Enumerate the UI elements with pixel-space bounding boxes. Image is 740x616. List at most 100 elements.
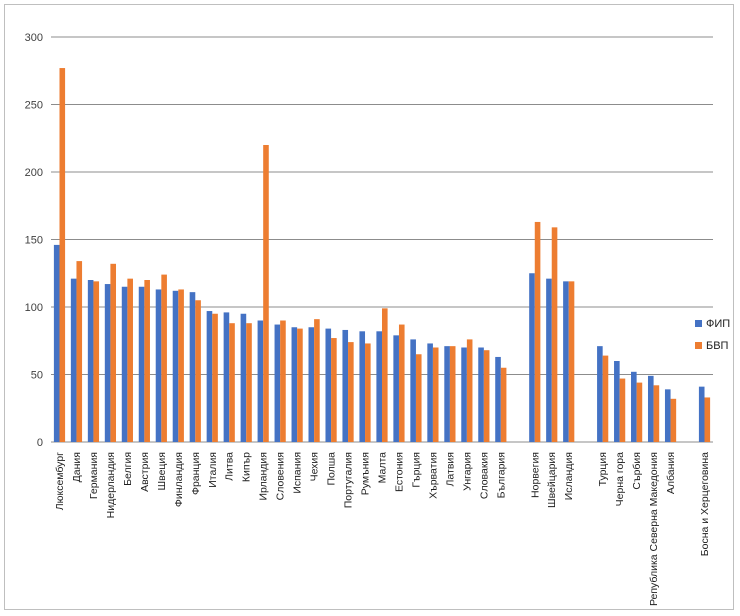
legend-swatch-bvp bbox=[695, 342, 702, 349]
bar-bvp bbox=[76, 261, 83, 442]
y-tick-label: 0 bbox=[37, 437, 43, 449]
bar-bvp bbox=[331, 338, 337, 442]
bar-bvp bbox=[161, 274, 167, 442]
category-label: Унгария bbox=[461, 452, 473, 491]
category-label: Швеция bbox=[156, 452, 168, 491]
bar-bvp bbox=[415, 354, 422, 442]
bar-fip bbox=[189, 292, 196, 442]
category-label: Словения bbox=[275, 452, 287, 500]
bar-fip bbox=[427, 343, 433, 442]
bar-fip bbox=[631, 371, 637, 442]
bar-fip bbox=[70, 278, 77, 442]
category-label: Литва bbox=[224, 452, 236, 481]
bar-fip bbox=[614, 361, 620, 442]
bar-bvp bbox=[653, 385, 660, 442]
bar-fip bbox=[664, 389, 671, 442]
category-label: Дания bbox=[71, 452, 83, 482]
category-label: Естония bbox=[393, 452, 405, 492]
bar-bvp bbox=[568, 281, 575, 442]
bar-bvp bbox=[348, 342, 354, 442]
bar-bvp bbox=[432, 347, 439, 442]
bar-bvp bbox=[59, 68, 66, 443]
bar-fip bbox=[698, 386, 705, 442]
category-label: Малта bbox=[377, 452, 389, 484]
bar-bvp bbox=[483, 350, 490, 442]
bar-bvp bbox=[280, 320, 286, 442]
category-label: Словакия bbox=[478, 452, 490, 499]
y-tick-label: 300 bbox=[25, 32, 43, 44]
y-tick-label: 100 bbox=[25, 302, 43, 314]
bar-fip bbox=[393, 335, 399, 442]
bar-fip bbox=[359, 331, 366, 442]
bar-bvp bbox=[670, 398, 677, 442]
bar-bvp bbox=[195, 300, 201, 442]
bar-bvp bbox=[500, 367, 507, 442]
bar-bvp bbox=[551, 227, 558, 442]
category-label: Сърбия bbox=[631, 452, 643, 490]
bar-fip bbox=[223, 312, 230, 442]
bar-fip bbox=[325, 328, 332, 442]
category-label: Турция bbox=[597, 452, 609, 486]
bar-bvp bbox=[534, 221, 541, 442]
category-label: Хърватия bbox=[427, 452, 439, 499]
bar-bvp bbox=[263, 145, 269, 442]
category-label: Австрия bbox=[139, 452, 151, 492]
bar-bvp bbox=[229, 323, 235, 442]
bar-fip bbox=[274, 324, 281, 442]
y-tick-label: 150 bbox=[25, 235, 43, 247]
chart-frame: 0 50 100 150 200 250 300 Люксембург Дания Германи… bbox=[4, 4, 734, 610]
legend-label: ФИП bbox=[706, 318, 730, 330]
category-label: Черна гора bbox=[614, 452, 626, 507]
bar-fip bbox=[240, 313, 247, 442]
bar-fip bbox=[206, 311, 213, 442]
bar-bvp bbox=[602, 355, 609, 442]
bar-fip bbox=[104, 284, 111, 442]
bar-fip bbox=[410, 339, 416, 442]
bar-chart: 0 50 100 150 200 250 300 Люксембург Дания Германи… bbox=[25, 32, 731, 606]
bar-fip bbox=[461, 347, 467, 442]
bar-fip bbox=[121, 286, 128, 442]
bar-fip bbox=[257, 320, 264, 442]
bar-fip bbox=[444, 346, 450, 442]
bar-fip bbox=[291, 327, 298, 442]
bar-bvp bbox=[466, 339, 473, 442]
category-label: Румъния bbox=[360, 452, 372, 495]
y-tick-label: 50 bbox=[31, 370, 43, 382]
category-label: Белгия bbox=[122, 452, 134, 486]
category-label: Албания bbox=[665, 452, 677, 494]
category-label: Кипър bbox=[241, 452, 253, 482]
legend-label: БВП bbox=[706, 340, 729, 352]
bar-bvp bbox=[110, 263, 117, 442]
bar-fip bbox=[495, 356, 501, 442]
bar-bvp bbox=[314, 319, 320, 442]
bar-fip bbox=[138, 286, 145, 442]
y-tick-label: 200 bbox=[25, 167, 43, 179]
category-label: Люксембург bbox=[54, 452, 66, 510]
bar-fip bbox=[172, 290, 179, 442]
category-label: Гърция bbox=[410, 452, 422, 488]
bar-bvp bbox=[365, 343, 371, 442]
category-label: България bbox=[495, 452, 507, 498]
category-label: Нидерландия bbox=[105, 452, 117, 518]
bar-fip bbox=[529, 273, 535, 442]
bar-bvp bbox=[93, 281, 100, 442]
category-label: Финландия bbox=[173, 452, 185, 507]
bar-bvp bbox=[144, 280, 150, 442]
category-label: Германия bbox=[88, 452, 100, 499]
bar-bvp bbox=[636, 382, 643, 442]
bar-fip bbox=[87, 280, 94, 442]
bar-fip bbox=[376, 331, 382, 442]
bar-fip bbox=[342, 329, 349, 442]
bar-fip bbox=[563, 281, 569, 442]
category-label: Ирландия bbox=[258, 452, 270, 500]
category-label: Исландия bbox=[563, 452, 575, 500]
bar-bvp bbox=[704, 397, 711, 442]
bar-fip bbox=[597, 346, 603, 442]
category-label: Италия bbox=[207, 452, 219, 488]
category-label: Португалия bbox=[343, 452, 355, 508]
bar-fip bbox=[546, 278, 552, 442]
bar-bvp bbox=[398, 324, 405, 442]
category-label: Испания bbox=[292, 452, 304, 494]
bar-fip bbox=[478, 347, 484, 442]
bar-bvp bbox=[178, 289, 184, 442]
